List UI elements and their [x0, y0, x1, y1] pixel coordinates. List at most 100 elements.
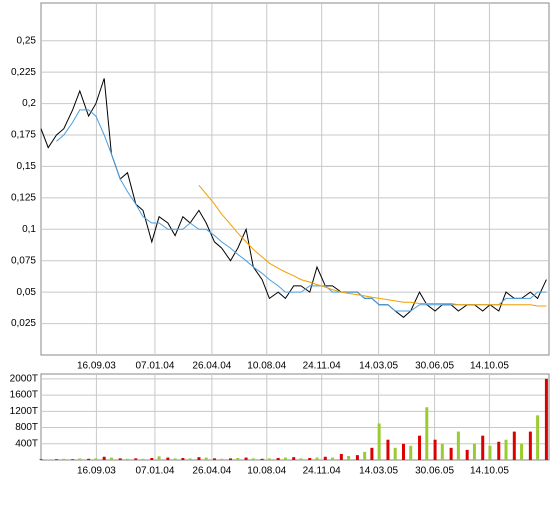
y-tick-label: 800T: [15, 422, 38, 433]
volume-bar: [481, 435, 485, 460]
x-tick-label: 14.03.05: [359, 466, 398, 477]
volume-bar: [347, 455, 351, 460]
volume-bar: [276, 457, 280, 460]
volume-bar: [62, 458, 66, 460]
volume-bar: [39, 459, 43, 460]
x-tick-label: 26.04.04: [192, 466, 231, 477]
volume-bar: [78, 458, 82, 460]
y-tick-label: 0,125: [11, 192, 36, 203]
volume-bar: [449, 447, 453, 460]
volume-bar: [157, 456, 161, 460]
volume-bar: [504, 439, 508, 460]
volume-bar: [125, 458, 129, 460]
y-tick-label: 0,2: [22, 98, 36, 109]
x-tick-label: 10.08.04: [247, 466, 286, 477]
volume-bar: [109, 457, 113, 460]
y-tick-label: 400T: [15, 438, 38, 449]
volume-bar: [141, 458, 145, 460]
x-tick-label: 16.09.03: [77, 466, 116, 477]
volume-bar: [512, 431, 516, 460]
x-tick-label: 24.11.04: [303, 466, 342, 477]
x-tick-label: 07.01.04: [135, 466, 174, 477]
x-tick-label: 24.11.04: [303, 361, 342, 372]
volume-bar: [386, 439, 390, 460]
y-tick-label: 0,025: [11, 318, 36, 329]
y-tick-label: 1600T: [10, 390, 38, 401]
volume-bar: [173, 458, 177, 460]
volume-bar: [71, 459, 75, 460]
volume-bar: [363, 451, 367, 460]
y-tick-label: 0,25: [17, 35, 37, 46]
volume-bar: [251, 458, 255, 460]
volume-bar: [236, 457, 240, 460]
volume-bar: [283, 457, 287, 460]
volume-bar: [87, 458, 91, 460]
volume-bar: [260, 458, 264, 460]
volume-bar: [150, 457, 154, 460]
volume-bar: [409, 445, 413, 460]
volume-bar: [292, 457, 296, 460]
price-line: [198, 184, 547, 307]
x-tick-label: 14.10.05: [470, 361, 509, 372]
y-tick-label: 0,225: [11, 67, 36, 78]
y-tick-label: 2000T: [10, 374, 38, 385]
volume-bar: [433, 439, 437, 460]
volume-bar: [370, 447, 374, 460]
x-tick-label: 30.06.05: [415, 361, 454, 372]
price-panel: [40, 2, 550, 356]
volume-bar: [393, 447, 397, 460]
volume-bar: [456, 431, 460, 460]
volume-bar: [497, 441, 501, 460]
volume-bar: [55, 459, 59, 460]
x-tick-label: 16.09.03: [77, 361, 116, 372]
volume-bar: [299, 458, 303, 460]
volume-bar: [355, 455, 359, 460]
volume-bar: [102, 456, 106, 460]
volume-bar: [401, 443, 405, 460]
volume-bar: [212, 458, 216, 460]
volume-bar: [377, 423, 381, 460]
y-tick-label: 0,15: [17, 161, 37, 172]
volume-bar: [536, 415, 540, 460]
y-tick-label: 0,05: [17, 287, 37, 298]
volume-bar: [197, 457, 201, 460]
y-tick-label: 1200T: [10, 406, 38, 417]
volume-bar: [94, 458, 98, 460]
volume-bar: [520, 443, 524, 460]
volume-bar: [134, 458, 138, 460]
x-tick-label: 14.10.05: [470, 466, 509, 477]
price-line: [40, 78, 547, 318]
volume-bar: [166, 457, 170, 460]
volume-bar: [544, 378, 548, 460]
volume-bar: [465, 449, 469, 460]
y-tick-label: 0,1: [22, 224, 36, 235]
volume-bar: [440, 443, 444, 460]
x-tick-label: 10.08.04: [247, 361, 286, 372]
x-tick-label: 14.03.05: [359, 361, 398, 372]
volume-panel: [40, 373, 550, 461]
volume-bar: [118, 458, 122, 460]
volume-bar: [488, 445, 492, 460]
y-tick-label: 0,075: [11, 255, 36, 266]
volume-bar: [220, 458, 224, 460]
volume-bar: [528, 431, 532, 460]
volume-bar: [315, 457, 319, 460]
volume-bar: [323, 456, 327, 460]
volume-bar: [181, 457, 185, 460]
volume-bar: [339, 453, 343, 460]
volume-bar: [204, 457, 208, 460]
x-tick-label: 30.06.05: [415, 466, 454, 477]
x-tick-label: 07.01.04: [135, 361, 174, 372]
y-tick-label: 0,175: [11, 130, 36, 141]
volume-bar: [308, 457, 312, 460]
volume-bar: [418, 435, 422, 460]
x-tick-label: 26.04.04: [192, 361, 231, 372]
volume-bar: [267, 458, 271, 460]
volume-bar: [472, 443, 476, 460]
volume-bar: [244, 457, 248, 460]
volume-bar: [425, 407, 429, 460]
volume-bar: [229, 458, 233, 460]
volume-bar: [331, 457, 335, 460]
volume-bar: [188, 458, 192, 460]
